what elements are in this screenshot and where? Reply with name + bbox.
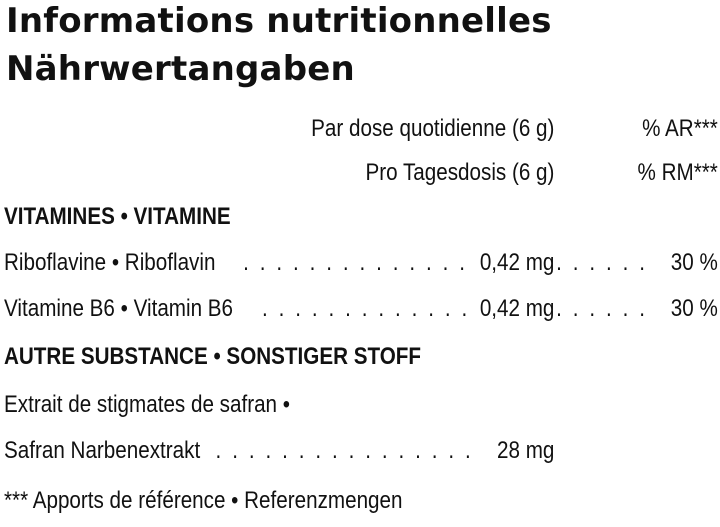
leader-dots: . . . . . . . . . . . . . . . . . . . . … bbox=[262, 295, 468, 322]
footnote-text: *** Apports de référence • Referenzmenge… bbox=[4, 487, 403, 514]
section-heading-vitamins: VITAMINES • VITAMINE bbox=[4, 200, 616, 234]
table-row: Vitamine B6 • Vitamin B6 . . . . . . . .… bbox=[4, 292, 718, 326]
footnote: *** Apports de référence • Referenzmenge… bbox=[4, 484, 616, 518]
ar-label: % AR*** bbox=[642, 115, 718, 142]
nutrient-amount: 0,42 mg bbox=[479, 249, 555, 276]
dose-label-french: Par dose quotidienne (6 g) bbox=[311, 115, 555, 142]
nutrient-name: Vitamine B6 • Vitamin B6 bbox=[4, 295, 234, 322]
substance-amount: 28 mg bbox=[497, 437, 555, 464]
title-french: Informations nutritionnelles bbox=[6, 1, 552, 41]
nutrient-percent: 30 % bbox=[670, 295, 718, 322]
leader-dots: . . . . . . . . . . . . . . . . bbox=[556, 249, 651, 276]
section-vitamins-label: VITAMINES • VITAMINE bbox=[4, 203, 231, 230]
title-german: Nährwertangaben bbox=[6, 49, 355, 89]
nutrient-name: Riboflavine • Riboflavin bbox=[4, 249, 216, 276]
list-item: Extrait de stigmates de safran • bbox=[4, 388, 616, 422]
rm-label: % RM*** bbox=[637, 159, 718, 186]
leader-dots: . . . . . . . . . . . . . . . . bbox=[556, 295, 651, 322]
substance-name-french: Extrait de stigmates de safran • bbox=[4, 391, 291, 418]
table-row: Riboflavine • Riboflavin . . . . . . . .… bbox=[4, 246, 718, 280]
header-row-french: Par dose quotidienne (6 g) % AR*** bbox=[4, 112, 718, 146]
table-row: Safran Narbenextrakt . . . . . . . . . .… bbox=[4, 434, 616, 468]
leader-dots: . . . . . . . . . . . . . . . . . . . . … bbox=[243, 249, 468, 276]
nutrient-amount: 0,42 mg bbox=[479, 295, 555, 322]
substance-name-german: Safran Narbenextrakt bbox=[4, 437, 201, 464]
header-row-german: Pro Tagesdosis (6 g) % RM*** bbox=[4, 156, 717, 190]
leader-dots: . . . . . . . . . . . . . . . . . . . . … bbox=[215, 437, 477, 464]
nutrient-percent: 30 % bbox=[670, 249, 718, 276]
section-other-label: AUTRE SUBSTANCE • SONSTIGER STOFF bbox=[4, 343, 421, 370]
dose-label-german: Pro Tagesdosis (6 g) bbox=[365, 159, 555, 186]
section-heading-other: AUTRE SUBSTANCE • SONSTIGER STOFF bbox=[4, 340, 616, 374]
